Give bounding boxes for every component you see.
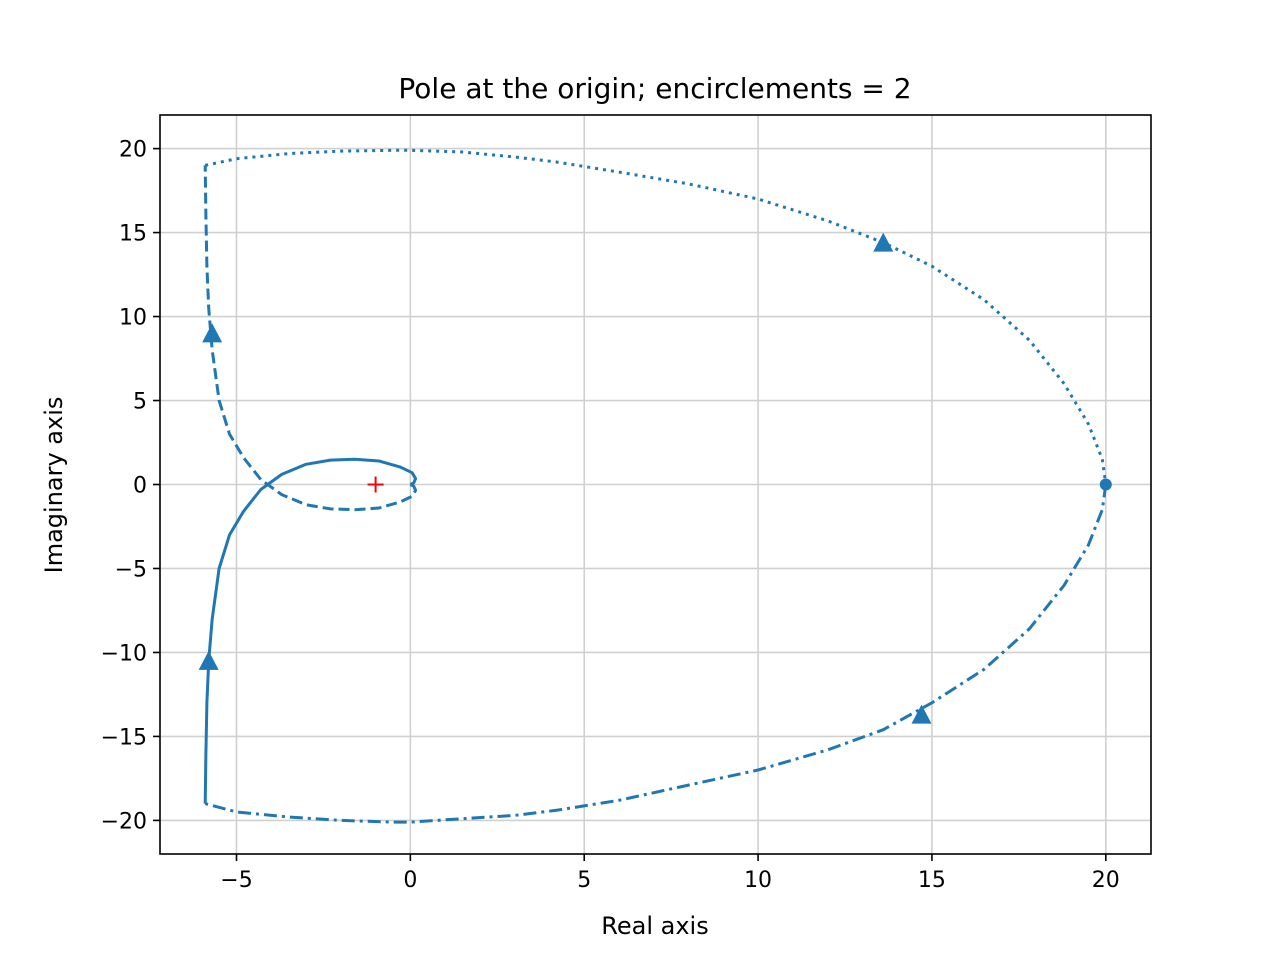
y-axis-label: Imaginary axis <box>40 397 68 574</box>
start-point-marker <box>1099 478 1112 491</box>
x-axis-label: Real axis <box>601 912 708 940</box>
x-tick-label: 0 <box>403 868 417 893</box>
direction-arrow-marker <box>911 704 932 724</box>
nyquist-curve-dotted <box>204 148 1108 485</box>
direction-arrow-marker <box>198 650 219 670</box>
direction-arrow-marker <box>873 232 894 252</box>
direction-arrow-marker <box>202 323 223 343</box>
x-tick-label: 5 <box>577 868 591 893</box>
y-tick-label: −20 <box>101 809 147 834</box>
curve-markers <box>198 232 1112 724</box>
y-tick-label: −15 <box>101 725 147 750</box>
x-tick-label: −5 <box>220 868 252 893</box>
x-axis-ticks: −5 0 5 10 15 20 <box>220 854 1120 893</box>
y-tick-label: 20 <box>119 138 147 163</box>
critical-point-marker <box>367 476 384 493</box>
y-tick-label: −5 <box>115 557 147 582</box>
chart-title: Pole at the origin; encirclements = 2 <box>398 72 911 105</box>
y-tick-label: 10 <box>119 306 147 331</box>
x-tick-label: 20 <box>1092 868 1120 893</box>
nyquist-curve-dashdot <box>204 484 1108 824</box>
y-tick-label: 0 <box>133 474 147 499</box>
y-tick-label: −10 <box>101 641 147 666</box>
y-tick-label: 5 <box>133 390 147 415</box>
y-tick-label: 15 <box>119 222 147 247</box>
x-tick-label: 10 <box>744 868 772 893</box>
x-tick-label: 15 <box>918 868 946 893</box>
y-axis-ticks: −20 −15 −10 −5 0 5 10 15 20 <box>101 138 160 834</box>
nyquist-curve-dashed <box>203 165 418 512</box>
